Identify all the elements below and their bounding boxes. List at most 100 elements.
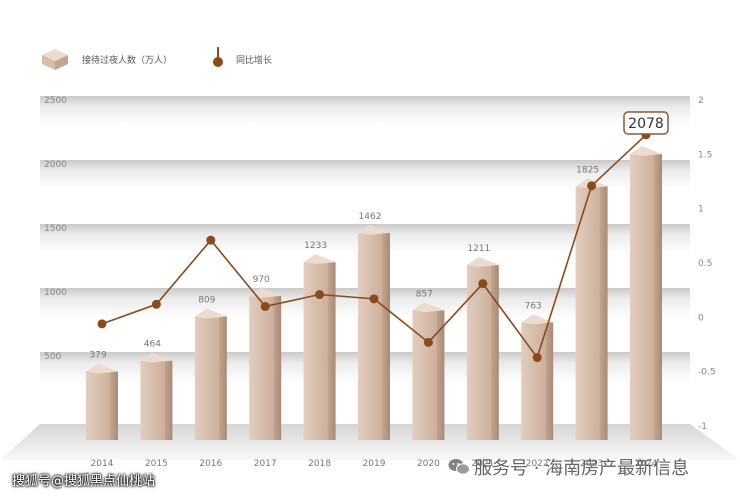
bar-side [327, 262, 336, 440]
watermark-right: 服务号 · 海南房产最新信息 [448, 454, 689, 480]
watermark-left: 搜狐号@搜狐黑点仙桃站 [12, 474, 156, 489]
bar-value-label: 857 [416, 289, 433, 299]
bar-top [303, 254, 336, 265]
growth-point-2019 [369, 294, 379, 304]
y-right-tick-label: -1 [698, 422, 707, 432]
highlight-badge: 2078 [623, 111, 669, 135]
growth-point-2022 [532, 353, 542, 363]
bar-front [249, 295, 274, 440]
growth-point-2021 [478, 279, 488, 289]
bar-side [164, 360, 173, 440]
growth-point-2017 [260, 301, 270, 311]
bar-2014 [86, 363, 118, 440]
y-left-tick-label: 2500 [44, 96, 67, 106]
bar-front [140, 360, 165, 440]
growth-point-2014 [97, 319, 107, 329]
growth-point-2018 [315, 290, 325, 300]
x-tick-label: 2021 [471, 459, 494, 469]
bar-value-label: 763 [525, 301, 542, 311]
watermark-right-text: 服务号 · 海南房产最新信息 [474, 458, 690, 479]
bar-front [466, 264, 491, 440]
bar-top [86, 363, 118, 374]
legend-item-bars: 接待过夜人数（万人） [40, 47, 172, 71]
x-tick-label: 2019 [363, 459, 386, 469]
y-right-tick-label: 2 [698, 96, 704, 106]
bar-value-label: 1211 [467, 244, 490, 254]
x-tick-label: 2014 [91, 459, 114, 469]
growth-point-2020 [423, 337, 433, 347]
bar-side [599, 186, 608, 440]
x-tick-label: 2015 [145, 459, 168, 469]
y-right-tick-label: 0.5 [698, 259, 712, 269]
bar-side [490, 264, 499, 440]
grid-band [40, 96, 690, 126]
bar-top [249, 287, 282, 298]
growth-point-2023 [587, 181, 597, 191]
bar-front [630, 154, 654, 441]
wechat-icon [448, 459, 470, 475]
badge-box [623, 111, 669, 135]
bar-side [218, 316, 227, 440]
bar-value-label: 379 [89, 350, 106, 360]
bar-front [303, 262, 328, 440]
y-left-tick-label: 1500 [44, 224, 67, 234]
bar-top [466, 256, 499, 267]
x-tick-label: 2018 [308, 459, 331, 469]
bar-value-label: 464 [144, 340, 161, 350]
bar-top [630, 146, 662, 157]
y-right-tick-label: 0 [698, 313, 704, 323]
bar-side [110, 371, 118, 440]
legend-item-line: 同比增长 [212, 47, 272, 71]
bar-side [382, 232, 390, 440]
x-tick-label: 2024 [635, 459, 658, 469]
y-right-tick-label: -0.5 [698, 368, 716, 378]
bar-side [654, 154, 662, 441]
legend-bar-label: 接待过夜人数（万人） [82, 55, 173, 66]
bar-2017 [249, 287, 282, 440]
x-tick-label: 2020 [417, 459, 440, 469]
x-tick-label: 2023 [580, 459, 603, 469]
bar-2018 [303, 254, 336, 440]
bar-2016 [194, 308, 227, 440]
bar-top [194, 308, 227, 319]
bar-side [436, 310, 445, 440]
bar-side [545, 322, 554, 440]
bar-2015 [140, 352, 173, 440]
bar-front [86, 371, 110, 440]
line-legend-icon [212, 47, 224, 71]
bar-top [140, 352, 173, 363]
bar-value-label: 1825 [576, 165, 599, 175]
bar-front [412, 310, 437, 440]
x-tick-label: 2016 [199, 459, 222, 469]
y-right-tick-label: 1 [698, 205, 704, 215]
legend-line-label: 同比增长 [236, 55, 273, 66]
bar-value-label: 1462 [359, 212, 382, 222]
y-right-tick-label: 1.5 [698, 150, 712, 160]
chart-floor [0, 424, 740, 460]
bar-2022 [521, 314, 554, 440]
bar-2023 [575, 178, 608, 440]
y-left-tick-label: 2000 [44, 160, 67, 170]
bar-2024 [630, 146, 662, 441]
bar-side [273, 295, 282, 440]
bar-value-label: 809 [198, 295, 215, 305]
bar-legend-icon [42, 49, 68, 70]
bar-2021 [466, 256, 499, 440]
y-left-tick-label: 1000 [44, 288, 67, 298]
badge-value: 2078 [628, 116, 664, 132]
y-left-tick-label: 500 [44, 352, 61, 362]
chart-legend: 接待过夜人数（万人） 同比增长 [40, 44, 312, 74]
growth-point-2015 [151, 299, 161, 309]
bar-2019 [358, 224, 390, 440]
bar-value-label: 1233 [304, 241, 327, 251]
bar-front [575, 186, 600, 440]
x-tick-label: 2022 [526, 459, 549, 469]
bar-front [194, 316, 219, 440]
x-tick-label: 2017 [254, 459, 277, 469]
bar-top [358, 224, 390, 235]
bar-top [521, 314, 554, 325]
bar-2020 [412, 302, 445, 440]
bar-front [358, 232, 382, 440]
bar-top [412, 302, 445, 313]
